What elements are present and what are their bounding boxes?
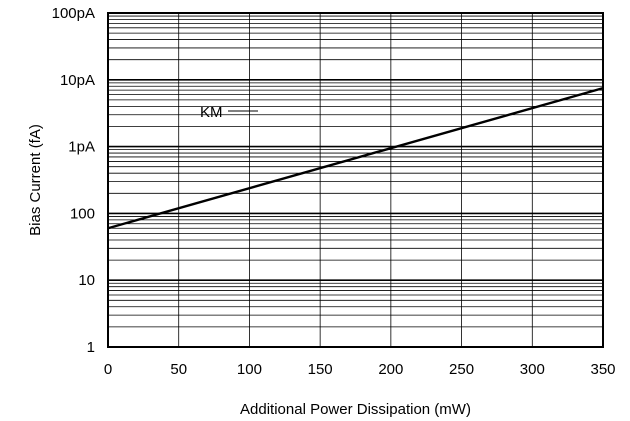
x-tick-label: 250 <box>449 361 474 378</box>
series-line-km <box>107 86 604 230</box>
plot-area-frame <box>107 12 604 348</box>
y-tick-label: 100pA <box>52 5 95 22</box>
x-tick-label: 300 <box>520 361 545 378</box>
y-tick-label: 1 <box>87 339 95 356</box>
series-layer <box>107 86 604 230</box>
y-axis-tick-labels: 1 10 100 1pA 10pA 100pA <box>52 5 95 356</box>
x-tick-label: 150 <box>308 361 333 378</box>
x-tick-label: 100 <box>237 361 262 378</box>
y-tick-label: 1pA <box>68 139 95 156</box>
x-axis-title: Additional Power Dissipation (mW) <box>240 401 471 418</box>
y-tick-label: 100 <box>70 205 95 222</box>
y-tick-label: 10pA <box>60 72 95 89</box>
x-tick-label: 50 <box>170 361 187 378</box>
series-label-km: KM <box>200 104 223 121</box>
y-axis-title: Bias Current (fA) <box>27 124 44 236</box>
x-axis-tick-labels: 0 50 100 150 200 250 300 350 <box>104 361 616 378</box>
minor-gridlines <box>108 15 603 328</box>
x-tick-label: 0 <box>104 361 112 378</box>
x-tick-label: 350 <box>590 361 615 378</box>
x-tick-label: 200 <box>378 361 403 378</box>
major-gridlines <box>107 12 604 348</box>
y-tick-label: 10 <box>78 272 95 289</box>
